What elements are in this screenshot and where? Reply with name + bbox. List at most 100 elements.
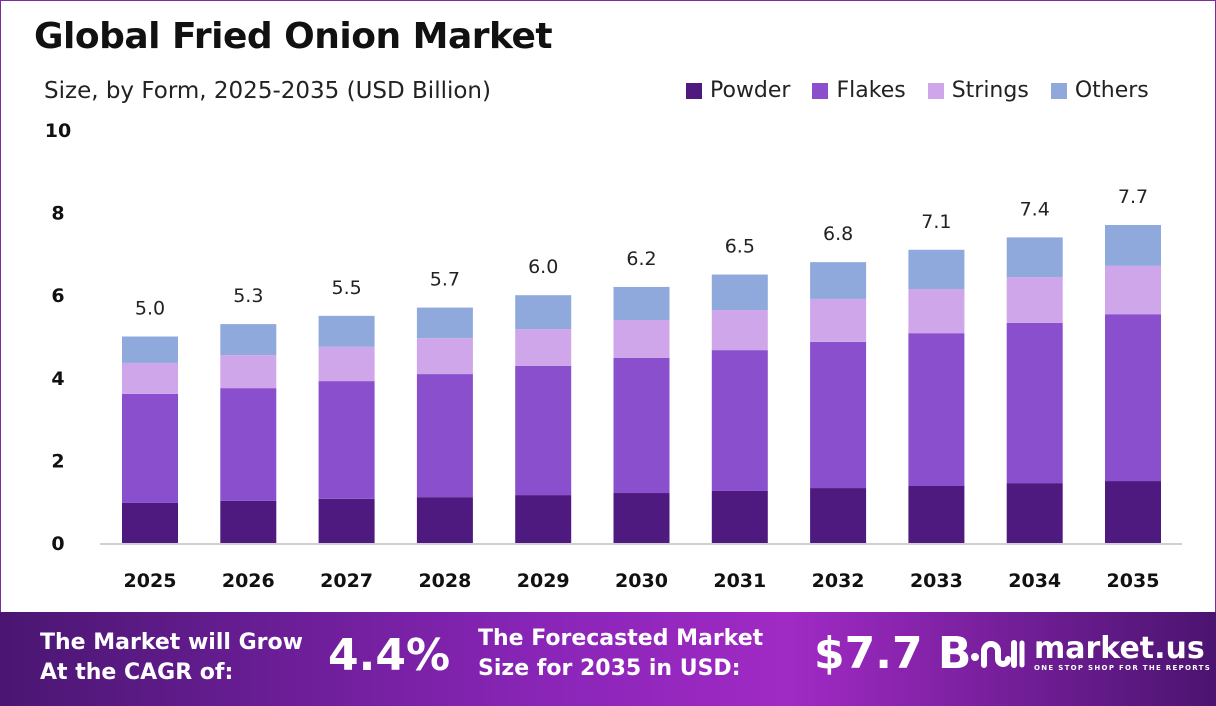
bar-segment-strings	[416, 338, 473, 375]
bar-segment-powder	[515, 495, 572, 543]
bar-segment-powder	[416, 497, 473, 543]
bar-segment-powder	[318, 498, 375, 543]
bar-segment-others	[416, 307, 473, 339]
bar-segment-flakes	[122, 393, 178, 503]
bar-segment-strings	[1105, 265, 1161, 315]
x-tick-label: 2032	[812, 570, 865, 592]
forecast-label: The Forecasted Market Size for 2035 in U…	[478, 624, 763, 684]
bar-segment-others	[220, 324, 277, 356]
bar-segment-powder	[122, 502, 178, 543]
bar-segment-others	[711, 274, 768, 311]
plot-area: 0 2 4 6 8 10 5.0 2025 5.3 2026 5.5 2027 5.7 2028 6.0 20…	[45, 120, 1182, 592]
legend-label: Flakes	[836, 78, 906, 103]
cagr-value: 4.4%	[328, 630, 451, 681]
legend-item-powder: Powder	[686, 78, 790, 103]
logo-mark-icon	[971, 640, 1025, 668]
data-label-total: 7.7	[1118, 186, 1148, 208]
bar-segment-strings	[515, 329, 572, 366]
footer-banner: The Market will Grow At the CAGR of: 4.4…	[0, 612, 1216, 706]
bar-segment-powder	[1105, 481, 1161, 543]
x-tick-label: 2025	[124, 570, 177, 592]
bar-segment-powder	[1006, 483, 1063, 543]
bar-segment-flakes	[1105, 314, 1161, 482]
y-tick-label: 4	[51, 368, 64, 390]
bar-segment-flakes	[416, 374, 473, 498]
bar-segment-others	[318, 315, 375, 347]
y-tick-label: 10	[45, 120, 71, 142]
bar-segment-others	[1105, 224, 1161, 266]
y-tick-label: 0	[51, 533, 64, 555]
legend-swatch	[927, 82, 944, 99]
bar-segment-others	[613, 286, 670, 320]
bar-segment-strings	[613, 319, 670, 358]
legend: Powder Flakes Strings Others	[686, 78, 1149, 103]
x-tick-label: 2031	[713, 570, 766, 592]
y-tick-label: 6	[51, 285, 64, 307]
bar-segment-powder	[711, 490, 768, 543]
legend-label: Others	[1074, 78, 1149, 103]
x-tick-label: 2035	[1107, 570, 1160, 592]
data-label-total: 6.0	[528, 256, 558, 278]
y-tick-label: 8	[51, 203, 64, 225]
data-label-total: 6.8	[823, 223, 853, 245]
bar-segment-flakes	[1006, 322, 1063, 484]
bar-segment-strings	[908, 289, 965, 334]
data-label-total: 6.2	[626, 248, 656, 270]
data-label-total: 5.7	[430, 269, 460, 291]
bar-segment-strings	[318, 346, 375, 382]
x-tick-label: 2026	[222, 570, 275, 592]
x-tick-label: 2033	[910, 570, 963, 592]
x-tick-label: 2034	[1008, 570, 1061, 592]
bar-segment-strings	[810, 298, 867, 342]
bar-segment-flakes	[220, 388, 277, 501]
bar-segment-others	[810, 262, 867, 299]
bar-segment-flakes	[711, 350, 768, 491]
forecast-value: $7.7 B	[814, 628, 972, 679]
legend-item-flakes: Flakes	[812, 78, 906, 103]
bar-segment-powder	[908, 486, 965, 543]
x-tick-label: 2028	[418, 570, 471, 592]
forecast-label-line1: The Forecasted Market	[478, 626, 764, 651]
legend-swatch	[686, 82, 702, 99]
data-label-total: 5.5	[331, 277, 361, 299]
bar-segment-others	[515, 295, 572, 330]
data-label-total: 5.0	[135, 298, 165, 320]
cagr-label-line1: The Market will Grow	[40, 630, 303, 655]
bar-segment-powder	[220, 500, 277, 543]
logo-tagline: ONE STOP SHOP FOR THE REPORTS	[1034, 664, 1212, 672]
bar-segment-flakes	[318, 381, 375, 499]
data-label-total: 7.4	[1020, 198, 1050, 220]
bar-segment-others	[1006, 237, 1063, 278]
legend-label: Powder	[710, 78, 791, 103]
bar-segment-strings	[220, 355, 277, 389]
chart-subtitle: Size, by Form, 2025-2035 (USD Billion)	[44, 78, 491, 104]
chart-title: Global Fried Onion Market	[34, 16, 553, 57]
logo-name: market.us	[1034, 631, 1205, 666]
bar-segment-others	[908, 249, 965, 290]
legend-item-others: Others	[1050, 78, 1149, 103]
legend-item-strings: Strings	[927, 78, 1029, 103]
forecast-label-line2: Size for 2035 in USD:	[478, 656, 741, 681]
legend-swatch	[1050, 82, 1067, 99]
legend-label: Strings	[951, 78, 1029, 103]
bar-segment-flakes	[810, 341, 867, 489]
bar-segment-flakes	[613, 357, 670, 494]
cagr-label-line2: At the CAGR of:	[40, 660, 234, 685]
x-tick-label: 2030	[615, 570, 668, 592]
cagr-label: The Market will Grow At the CAGR of:	[40, 628, 303, 688]
data-label-total: 6.5	[725, 236, 755, 258]
bar-segment-strings	[711, 310, 768, 351]
bar-segment-flakes	[515, 365, 572, 496]
data-label-total: 7.1	[921, 211, 951, 233]
bar-segment-others	[122, 336, 178, 363]
x-tick-label: 2027	[320, 570, 373, 592]
market-us-logo: market.us ONE STOP SHOP FOR THE REPORTS	[970, 634, 1211, 672]
bar-segment-flakes	[908, 333, 965, 487]
y-tick-label: 2	[51, 450, 64, 472]
bar-segment-strings	[1006, 277, 1063, 323]
x-tick-label: 2029	[517, 570, 570, 592]
data-label-total: 5.3	[233, 285, 263, 307]
bar-segment-strings	[122, 362, 178, 394]
bar-segment-powder	[613, 493, 670, 543]
legend-swatch	[812, 82, 829, 99]
